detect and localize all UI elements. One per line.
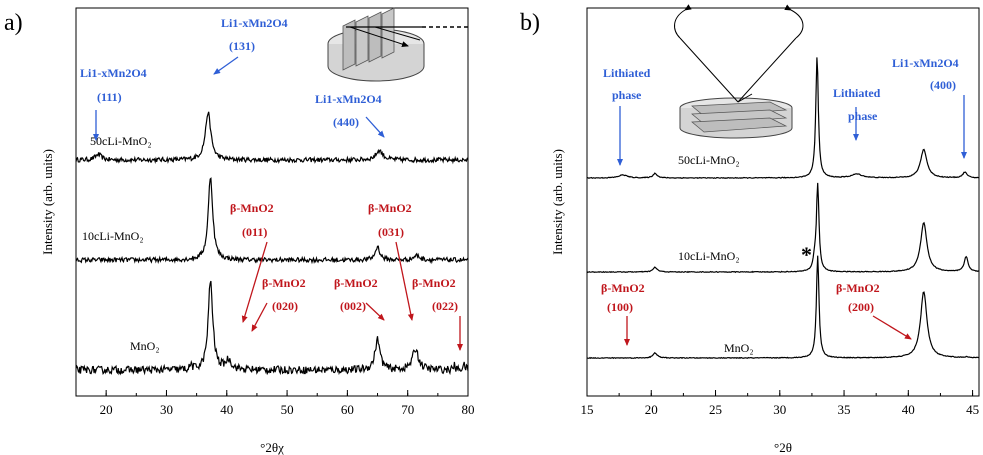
ann-a-lmo131-name: Li1-xMn2O4 <box>221 16 288 30</box>
ann-a-lmo111-name: Li1-xMn2O4 <box>80 66 147 80</box>
x-tick-label-a-80: 80 <box>462 402 475 417</box>
ann-a-bmno2-020-hkl: (020) <box>272 299 298 313</box>
x-tick-label-a-30: 30 <box>160 402 173 417</box>
x-tick-label-b-25: 25 <box>709 402 722 417</box>
ann-b-bmno2-200-arrow <box>872 315 912 340</box>
trace-b-0 <box>586 57 980 180</box>
x-tick-label-b-30: 30 <box>773 402 786 417</box>
ann-b-lmo400-name: Li1-xMn2O4 <box>892 56 959 70</box>
trace-label-a-mno2: MnO₂ <box>130 339 160 353</box>
panel-a-ticks: 20 30 40 50 60 70 80 <box>75 390 475 417</box>
x-tick-label-b-45: 45 <box>966 402 979 417</box>
ann-a-bmno2-031-name: β-MnO2 <box>368 201 412 215</box>
trace-b-1 <box>586 182 980 274</box>
panel-b-xlabel: °2θ <box>774 440 792 455</box>
ann-b-lmo400-hkl: (400) <box>930 78 956 92</box>
x-tick-label-a-20: 20 <box>100 402 113 417</box>
trace-label-a-10c: 10cLi-MnO₂ <box>82 229 144 243</box>
ann-b-bmno2-100-name: β-MnO2 <box>601 281 645 295</box>
ann-b-lithiated1-l2: phase <box>612 88 642 102</box>
trace-label-b-50c: 50cLi-MnO₂ <box>678 153 740 167</box>
ann-a-bmno2-022-name: β-MnO2 <box>412 276 456 290</box>
ann-a-lmo131-arrow <box>213 56 239 75</box>
panel-a-label: a) <box>4 10 23 36</box>
trace-a-0 <box>75 111 469 165</box>
ann-b-bmno2-100-hkl: (100) <box>607 300 633 314</box>
ann-a-bmno2-011-arrow <box>241 241 268 323</box>
ann-b-lithiated2-l2: phase <box>848 109 878 123</box>
x-tick-label-a-70: 70 <box>401 402 414 417</box>
x-tick-label-b-40: 40 <box>902 402 915 417</box>
ann-a-bmno2-011-name: β-MnO2 <box>230 201 274 215</box>
panel-b-label: b) <box>520 10 540 36</box>
ann-a-lmo440-arrow <box>365 116 385 138</box>
ann-a-bmno2-022-hkl: (022) <box>432 299 458 313</box>
panel-a-traces <box>75 111 469 376</box>
ann-a-bmno2-002-hkl: (002) <box>340 299 366 313</box>
ann-a-bmno2-011-hkl: (011) <box>242 225 267 239</box>
trace-a-1 <box>75 177 469 265</box>
panel-b-inset-diagram <box>674 4 804 139</box>
panel-b-traces <box>586 57 980 360</box>
panel-b-ylabel: Intensity (arb. units) <box>550 149 565 255</box>
ann-b-lithiated2-l1: Lithiated <box>833 86 881 100</box>
ann-a-lmo131-hkl: (131) <box>229 39 255 53</box>
ann-a-lmo111-hkl: (111) <box>97 90 122 104</box>
trace-label-b-mno2: MnO₂ <box>724 341 754 355</box>
panel-b-ticks: 15 20 25 30 35 40 45 <box>581 390 979 417</box>
panel-a-frame <box>75 7 469 397</box>
ann-a-bmno2-002-name: β-MnO2 <box>334 276 378 290</box>
ann-a-lmo440-name: Li1-xMn2O4 <box>315 92 382 106</box>
ann-b-lithiated1-l1: Lithiated <box>603 66 651 80</box>
ann-b-asterisk: * <box>801 242 812 267</box>
x-tick-label-a-50: 50 <box>281 402 294 417</box>
trace-a-2 <box>75 280 469 376</box>
ann-a-bmno2-020-arrow <box>251 302 268 332</box>
x-tick-label-a-60: 60 <box>341 402 354 417</box>
x-tick-label-b-35: 35 <box>838 402 851 417</box>
ann-a-bmno2-020-name: β-MnO2 <box>262 276 306 290</box>
ann-b-bmno2-200-hkl: (200) <box>848 300 874 314</box>
trace-label-b-10c: 10cLi-MnO₂ <box>678 249 740 263</box>
x-tick-label-b-15: 15 <box>581 402 594 417</box>
x-tick-label-b-20: 20 <box>645 402 658 417</box>
panel-a-ylabel: Intensity (arb. units) <box>40 149 55 255</box>
ann-b-bmno2-200-name: β-MnO2 <box>836 281 880 295</box>
panel-b-frame <box>586 7 980 397</box>
ann-a-lmo440-hkl: (440) <box>333 115 359 129</box>
ann-a-bmno2-031-hkl: (031) <box>378 225 404 239</box>
trace-b-2 <box>587 255 980 360</box>
x-tick-label-a-40: 40 <box>220 402 233 417</box>
ann-a-bmno2-002-arrow <box>365 302 385 321</box>
panel-a-inset-diagram <box>327 7 468 82</box>
panel-a-xlabel: °2θχ <box>260 440 284 455</box>
ann-a-bmno2-031-arrow <box>395 241 414 321</box>
trace-label-a-50c: 50cLi-MnO₂ <box>90 134 152 148</box>
